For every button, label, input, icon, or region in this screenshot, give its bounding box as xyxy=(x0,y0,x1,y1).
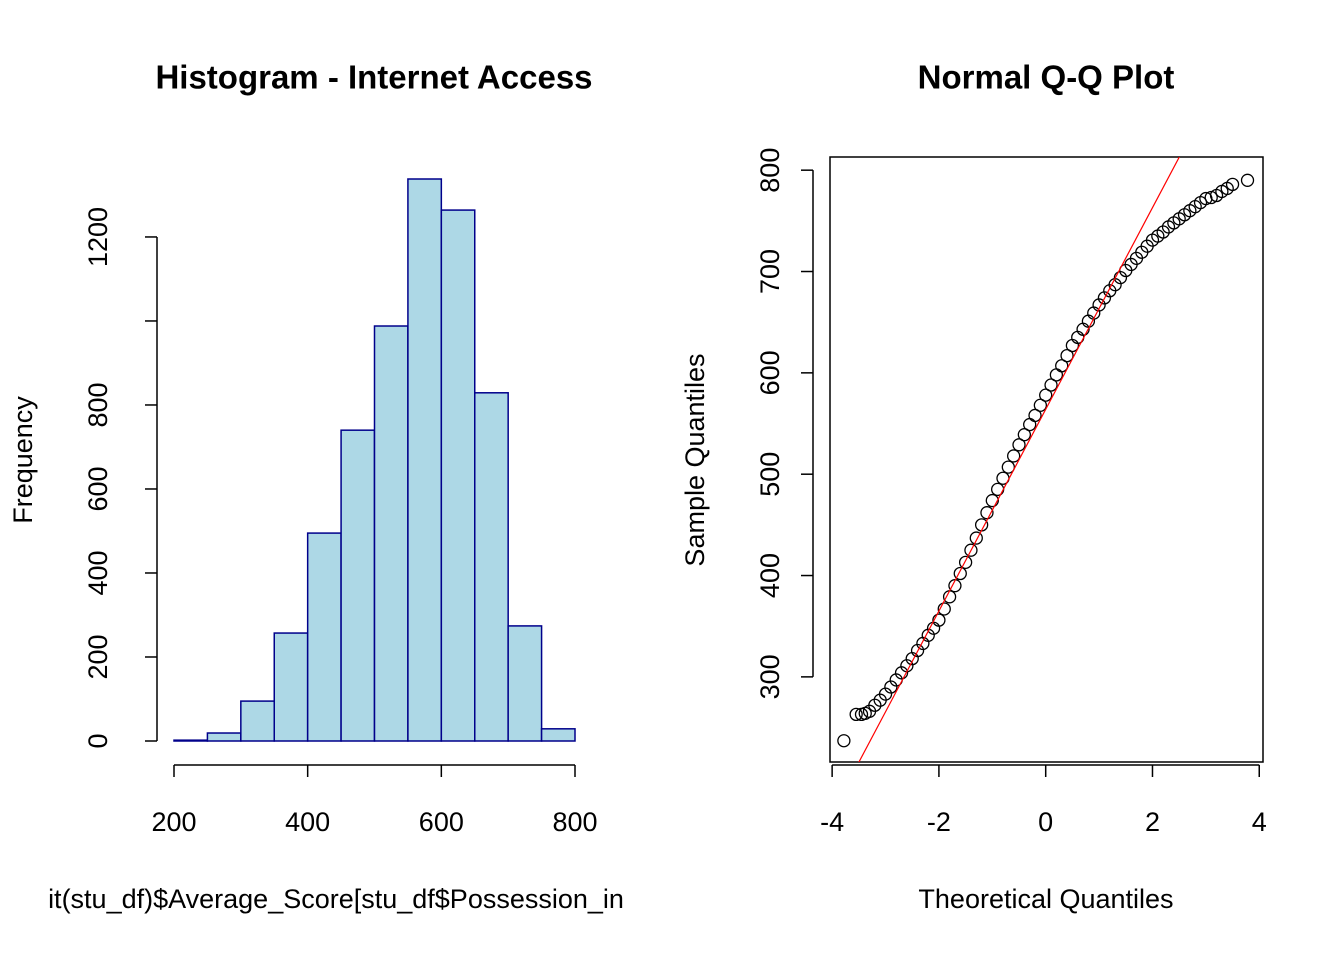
point xyxy=(985,493,999,508)
x-tick-label: 0 xyxy=(1038,807,1053,837)
y-tick-label: 800 xyxy=(83,382,113,427)
x-tick-label: 2 xyxy=(1145,807,1160,837)
points xyxy=(837,157,1255,762)
point xyxy=(937,602,951,616)
x-tick-label: 4 xyxy=(1252,807,1267,837)
y-axis-label: Sample Quantiles xyxy=(680,353,710,566)
reference-line xyxy=(858,157,1180,762)
point xyxy=(953,566,967,581)
bar xyxy=(440,209,476,742)
x-tick-label: -4 xyxy=(820,807,844,837)
point xyxy=(1023,417,1037,432)
point xyxy=(1204,190,1218,205)
y-tick-label: 600 xyxy=(83,466,113,511)
y-tick-label: 800 xyxy=(755,148,785,193)
point xyxy=(1151,229,1165,243)
point xyxy=(980,506,994,520)
point xyxy=(990,482,1005,497)
x-tick-label: 600 xyxy=(419,807,464,837)
x-tick-label: 800 xyxy=(552,807,597,837)
point xyxy=(1183,204,1197,218)
bar xyxy=(273,632,309,742)
point xyxy=(1001,460,1015,474)
point xyxy=(932,613,946,627)
x-tick-label: 400 xyxy=(285,807,330,837)
y-tick-label: 500 xyxy=(755,452,785,497)
y-tick-label: 400 xyxy=(755,553,785,598)
point xyxy=(964,543,978,557)
bar xyxy=(206,732,242,742)
y-tick-label: 700 xyxy=(755,249,785,294)
y-tick-label: 300 xyxy=(755,654,785,699)
y-tick-label: 200 xyxy=(83,634,113,679)
point xyxy=(1028,408,1042,423)
point xyxy=(969,531,983,545)
bar xyxy=(507,625,543,742)
x-tick-label: 200 xyxy=(151,807,196,837)
point xyxy=(1033,398,1048,412)
y-tick-label: 400 xyxy=(83,550,113,595)
point xyxy=(1055,359,1069,373)
point xyxy=(1167,216,1181,230)
point xyxy=(1012,438,1026,452)
point xyxy=(1188,200,1202,214)
point xyxy=(1017,428,1031,442)
y-axis-label: Frequency xyxy=(8,396,38,524)
point xyxy=(1172,212,1186,226)
y-tick-label: 0 xyxy=(83,733,113,748)
chart-title: Normal Q-Q Plot xyxy=(918,59,1175,96)
point xyxy=(1240,173,1255,187)
point xyxy=(849,707,863,722)
bar xyxy=(306,532,342,742)
point xyxy=(837,734,851,748)
point xyxy=(1060,348,1074,363)
bar xyxy=(474,392,509,742)
y-tick-label: 600 xyxy=(755,350,785,395)
point xyxy=(1039,388,1053,402)
bar xyxy=(373,325,409,742)
point xyxy=(1044,378,1058,392)
bar xyxy=(173,739,209,742)
x-axis-label: it(stu_df)$Average_Score[stu_df$Possessi… xyxy=(48,884,624,914)
bar xyxy=(240,700,275,742)
point xyxy=(942,590,957,604)
point xyxy=(1225,177,1240,192)
bar xyxy=(340,429,376,742)
point xyxy=(1007,449,1021,463)
x-axis-label: Theoretical Quantiles xyxy=(918,884,1173,914)
chart-title: Histogram - Internet Access xyxy=(155,59,592,96)
y-tick-label: 1200 xyxy=(83,207,113,267)
point xyxy=(1177,208,1192,222)
point xyxy=(1049,368,1064,382)
bar xyxy=(407,178,443,742)
plot-box xyxy=(829,156,1264,763)
x-tick-label: -2 xyxy=(927,807,951,837)
point xyxy=(958,555,973,570)
bar xyxy=(540,728,576,742)
